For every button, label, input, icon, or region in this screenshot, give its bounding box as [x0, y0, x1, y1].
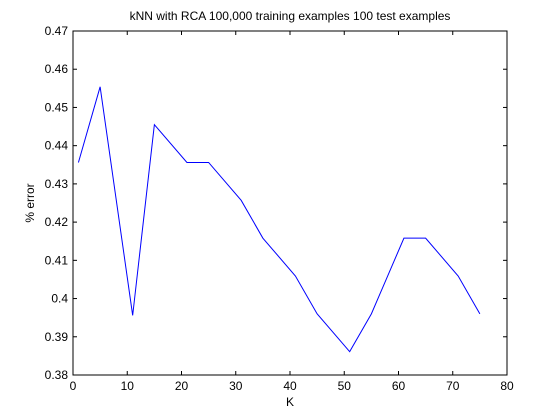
- y-tick-label: 0.46: [45, 62, 69, 76]
- x-tick-label: 30: [229, 379, 243, 393]
- y-tick-label: 0.44: [45, 139, 69, 153]
- data-line: [77, 86, 481, 353]
- x-tick-label: 50: [338, 379, 352, 393]
- x-tick-label: 10: [121, 379, 135, 393]
- plot-area: [72, 30, 508, 376]
- y-tick-label: 0.42: [45, 215, 69, 229]
- x-tick-label: 20: [175, 379, 189, 393]
- y-tick-label: 0.38: [45, 368, 69, 382]
- y-axis-label: % error: [23, 183, 37, 222]
- x-axis-label: K: [286, 395, 294, 409]
- y-tick-label: 0.45: [45, 100, 69, 114]
- x-tick-label: 0: [70, 379, 77, 393]
- chart-title: kNN with RCA 100,000 training examples 1…: [130, 9, 451, 23]
- y-tick-label: 0.47: [45, 24, 69, 38]
- y-tick-label: 0.39: [45, 330, 69, 344]
- y-tick-label: 0.43: [45, 177, 69, 191]
- y-tick-label: 0.41: [45, 253, 69, 267]
- y-tick-label: 0.4: [51, 292, 68, 306]
- x-tick-label: 60: [392, 379, 406, 393]
- x-tick-label: 70: [446, 379, 460, 393]
- x-tick-label: 80: [500, 379, 514, 393]
- x-tick-label: 40: [283, 379, 297, 393]
